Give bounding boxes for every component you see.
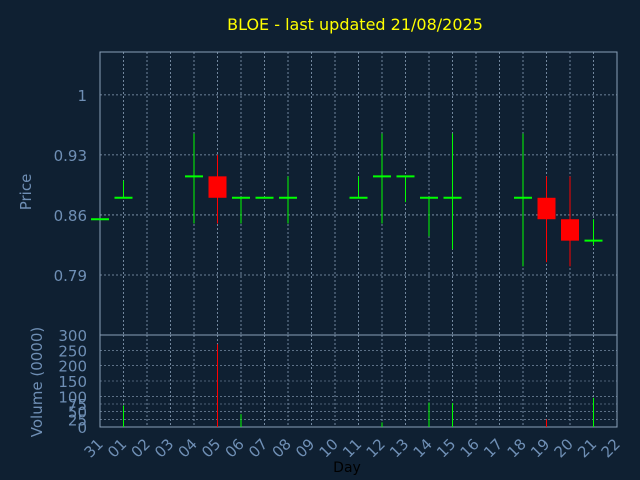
price-axis-label: Price: [17, 174, 35, 211]
x-axis-label: Day: [333, 460, 361, 476]
volume-tick-label: 100: [58, 388, 87, 406]
candle-body: [208, 176, 227, 198]
price-tick-label: 1: [77, 87, 87, 105]
volume-tick-label: 75: [68, 396, 87, 414]
price-tick-label: 0.86: [54, 207, 87, 225]
volume-tick-label: 0: [77, 419, 87, 437]
volume-tick-label: 50: [68, 404, 87, 422]
volume-tick-label: 300: [58, 327, 87, 345]
candle-body: [561, 219, 579, 241]
volume-tick-label: 25: [68, 411, 87, 429]
candle-body: [537, 197, 556, 220]
x-tick-labels: 3101020304050607080910111213141516171819…: [81, 435, 624, 461]
volume-axis-label: Volume (0000): [28, 327, 46, 437]
volume-tick-label: 150: [58, 373, 87, 391]
price-panel: 0.79 0.86 0.93 1: [54, 51, 618, 336]
chart-title: BLOE - last updated 21/08/2025: [227, 15, 483, 34]
price-tick-label: 0.93: [54, 147, 87, 165]
volume-tick-label: 200: [58, 358, 87, 376]
volume-tick-label: 250: [58, 342, 87, 360]
price-tick-label: 0.79: [54, 267, 87, 285]
